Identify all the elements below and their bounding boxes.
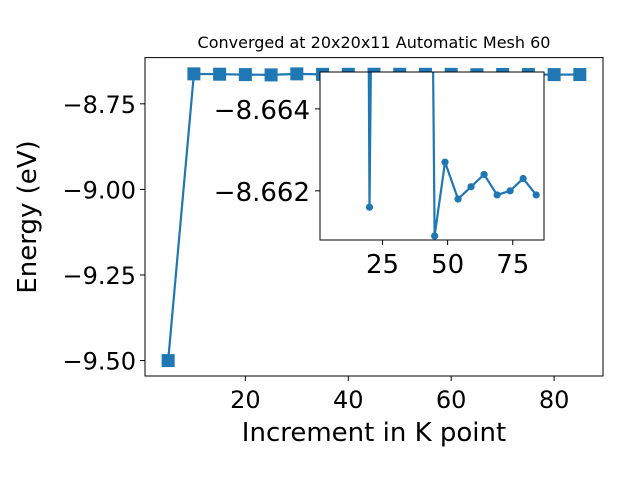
data-point-marker — [290, 67, 304, 81]
y-tick-label: −8.75 — [62, 91, 136, 119]
inset-chart: 25 50 75 −8.664 −8.662 — [214, 71, 545, 280]
inset-frame — [319, 71, 545, 241]
inset-x-tick-label: 75 — [496, 250, 529, 280]
y-tick-label: −9.50 — [62, 348, 136, 376]
inset-series — [365, 72, 540, 240]
plot-frame — [144, 57, 604, 377]
data-point-marker — [264, 68, 278, 82]
x-axis-label: Increment in K point — [242, 418, 506, 448]
data-point-marker — [547, 68, 561, 82]
data-point-marker — [187, 67, 201, 81]
x-tick-label: 80 — [539, 386, 570, 414]
inset-data-point — [467, 183, 475, 191]
x-tick-label: 60 — [436, 386, 467, 414]
data-point-marker — [213, 67, 227, 81]
y-axis-label: Energy (eV) — [13, 140, 43, 293]
data-point-marker — [573, 68, 587, 82]
x-tick-label: 20 — [230, 386, 261, 414]
data-point-marker — [238, 68, 252, 82]
inset-axes: 25 50 75 −8.664 −8.662 — [214, 96, 530, 280]
inset-data-point — [480, 170, 488, 179]
inset-x-tick-label: 25 — [366, 250, 399, 280]
y-tick-label: −9.00 — [62, 176, 136, 204]
inset-data-point — [454, 195, 462, 203]
inset-x-tick-label: 50 — [431, 250, 464, 280]
data-point-marker — [161, 354, 175, 368]
chart-title: Converged at 20x20x11 Automatic Mesh 60 — [198, 33, 551, 52]
inset-background — [320, 72, 544, 240]
inset-data-point — [532, 191, 540, 199]
inset-data-point — [441, 158, 449, 166]
inset-data-point — [493, 191, 501, 199]
main-axes: 20 40 60 80 −8.75 −9.00 −9.25 −9.50 — [62, 91, 569, 414]
y-tick-label: −9.25 — [62, 262, 136, 290]
inset-data-point — [365, 203, 374, 211]
inset-data-point — [431, 232, 439, 240]
inset-y-tick-label: −8.664 — [214, 96, 310, 126]
x-tick-label: 40 — [333, 386, 364, 414]
inset-data-point — [506, 187, 514, 195]
inset-y-tick-label: −8.662 — [214, 178, 310, 208]
inset-data-point — [519, 174, 527, 183]
